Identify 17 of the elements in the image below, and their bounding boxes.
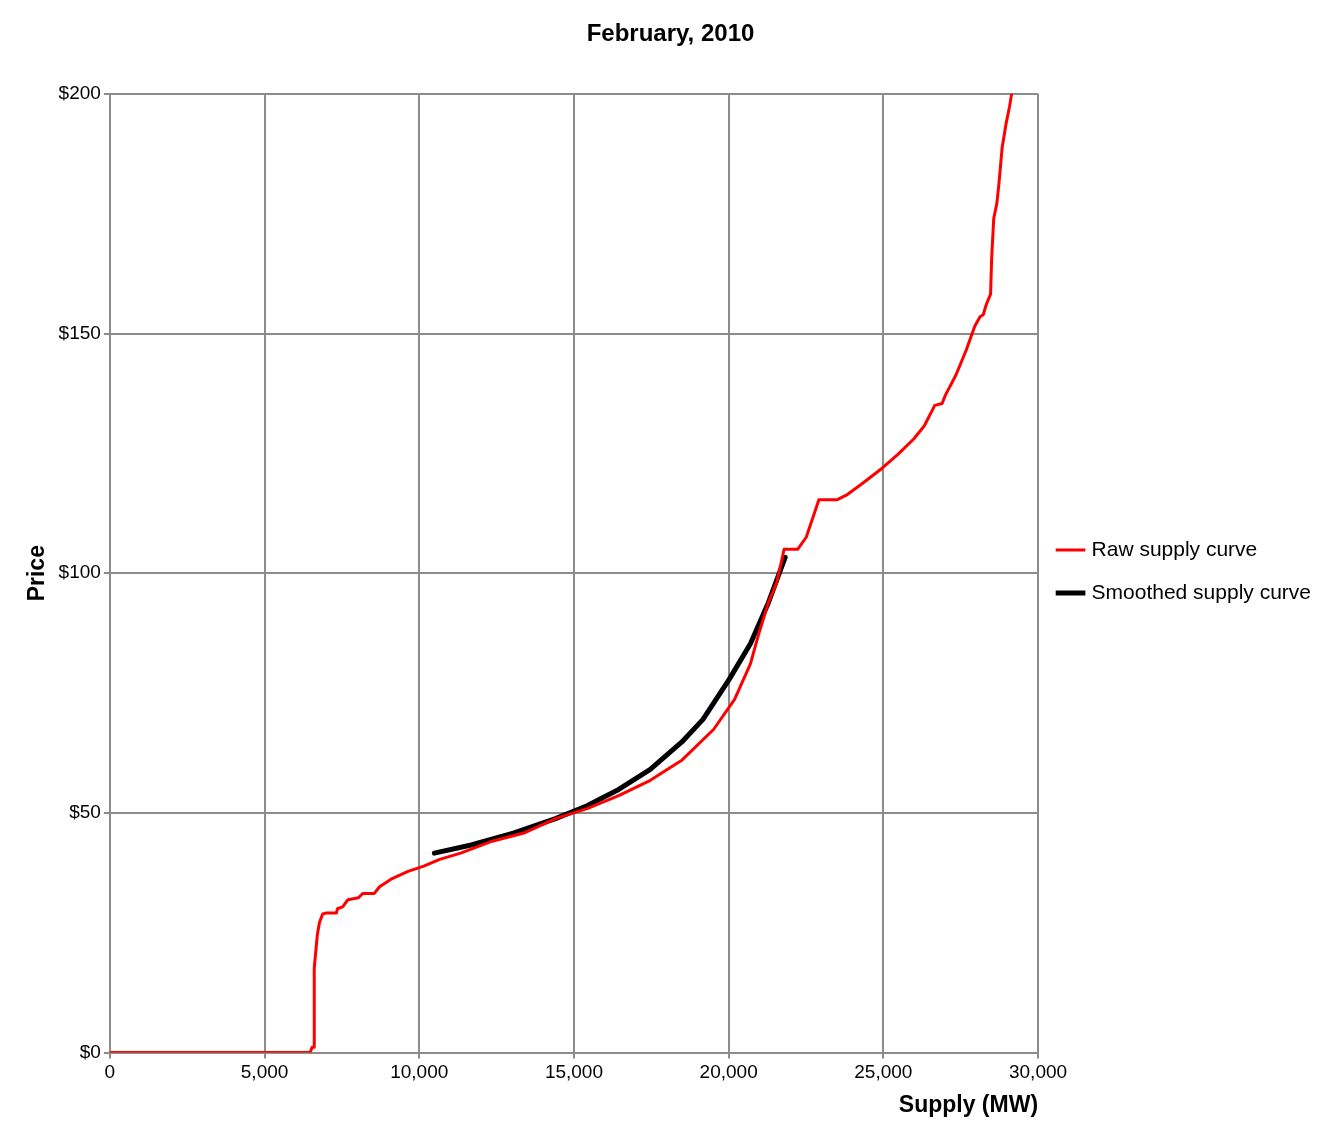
legend-label: Raw supply curve [1091, 536, 1258, 560]
x-tick-label: 5,000 [240, 1061, 289, 1083]
legend-label: Smoothed supply curve [1091, 579, 1312, 603]
x-tick-label: 30,000 [1008, 1061, 1068, 1083]
x-tick-label: 15,000 [544, 1061, 604, 1083]
x-axis-title: Supply (MW) [898, 1090, 1039, 1117]
y-axis-title: Price [23, 545, 50, 602]
y-tick-label: $200 [58, 82, 101, 104]
chart-title: February, 2010 [586, 19, 755, 47]
x-tick-label: 10,000 [390, 1061, 449, 1083]
y-tick-label: $100 [58, 561, 101, 583]
y-tick-label: $0 [79, 1040, 101, 1062]
x-tick-label: 20,000 [699, 1061, 758, 1083]
y-tick-label: $150 [58, 321, 101, 343]
x-tick-label: 0 [104, 1061, 116, 1083]
x-tick-label: 25,000 [854, 1061, 913, 1083]
y-tick-label: $50 [69, 801, 101, 823]
